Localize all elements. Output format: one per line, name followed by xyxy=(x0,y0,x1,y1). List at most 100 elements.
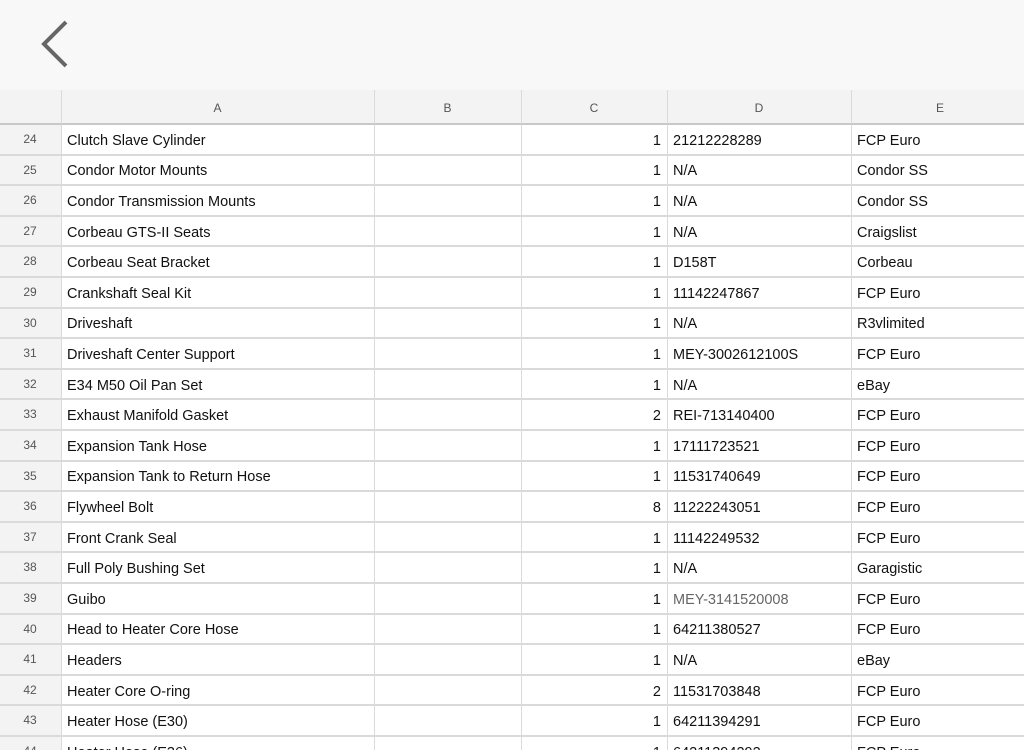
cell-source[interactable]: FCP Euro xyxy=(852,278,1024,309)
cell-name[interactable]: E34 M50 Oil Pan Set xyxy=(62,369,375,401)
row-number[interactable]: 41 xyxy=(0,645,62,676)
cell-source[interactable]: FCP Euro xyxy=(852,492,1024,523)
cell-empty[interactable] xyxy=(375,522,522,554)
cell-source[interactable]: eBay xyxy=(852,370,1024,401)
cell-qty[interactable]: 1 xyxy=(522,522,668,554)
cell-qty[interactable]: 1 xyxy=(522,645,668,676)
cell-part[interactable]: D158T xyxy=(668,247,852,278)
cell-name[interactable]: Heater Core O-ring xyxy=(62,675,375,707)
cell-name[interactable]: Front Crank Seal xyxy=(62,522,375,554)
cell-source[interactable]: FCP Euro xyxy=(852,125,1024,156)
cell-name[interactable]: Driveshaft Center Support xyxy=(62,339,375,370)
cell-empty[interactable] xyxy=(375,675,522,707)
cell-empty[interactable] xyxy=(375,339,522,370)
cell-part[interactable]: 64211394291 xyxy=(668,706,852,737)
cell-name[interactable]: Full Poly Bushing Set xyxy=(62,553,375,584)
cell-name[interactable]: Heater Hose (E30) xyxy=(62,706,375,737)
cell-source[interactable]: Corbeau xyxy=(852,247,1024,278)
cell-empty[interactable] xyxy=(375,584,522,615)
cell-source[interactable]: FCP Euro xyxy=(852,615,1024,646)
cell-part[interactable]: N/A xyxy=(668,369,852,401)
cell-part[interactable]: 21212228289 xyxy=(668,125,852,156)
row-number[interactable]: 26 xyxy=(0,186,62,217)
cell-part[interactable]: 11142249532 xyxy=(668,522,852,554)
cell-empty[interactable] xyxy=(375,216,522,248)
column-header[interactable]: A xyxy=(62,90,375,125)
cell-empty[interactable] xyxy=(375,706,522,737)
cell-name[interactable]: Expansion Tank to Return Hose xyxy=(62,461,375,493)
cell-part[interactable]: N/A xyxy=(668,308,852,340)
cell-qty[interactable]: 1 xyxy=(522,431,668,462)
cell-name[interactable]: Flywheel Bolt xyxy=(62,492,375,523)
row-number[interactable]: 35 xyxy=(0,461,62,493)
cell-part[interactable]: N/A xyxy=(668,186,852,217)
cell-source[interactable]: FCP Euro xyxy=(852,706,1024,737)
cell-source[interactable]: FCP Euro xyxy=(852,400,1024,431)
cell-qty[interactable]: 1 xyxy=(522,247,668,278)
cell-part[interactable]: MEY-3002612100S xyxy=(668,339,852,370)
row-number[interactable]: 43 xyxy=(0,706,62,737)
cell-name[interactable]: Condor Transmission Mounts xyxy=(62,186,375,217)
cell-qty[interactable]: 8 xyxy=(522,492,668,523)
cell-part[interactable]: N/A xyxy=(668,553,852,584)
cell-qty[interactable]: 1 xyxy=(522,125,668,156)
cell-qty[interactable]: 1 xyxy=(522,553,668,584)
cell-part[interactable]: 64211380527 xyxy=(668,614,852,646)
cell-name[interactable]: Corbeau Seat Bracket xyxy=(62,247,375,278)
cell-qty[interactable]: 1 xyxy=(522,216,668,248)
cell-qty[interactable]: 1 xyxy=(522,614,668,646)
cell-part[interactable]: N/A xyxy=(668,645,852,676)
cell-qty[interactable]: 1 xyxy=(522,339,668,370)
row-number[interactable]: 28 xyxy=(0,247,62,278)
row-number[interactable]: 25 xyxy=(0,155,62,187)
cell-empty[interactable] xyxy=(375,247,522,278)
row-number[interactable]: 32 xyxy=(0,369,62,401)
cell-qty[interactable]: 1 xyxy=(522,584,668,615)
cell-source[interactable]: FCP Euro xyxy=(852,676,1024,707)
cell-name[interactable]: Crankshaft Seal Kit xyxy=(62,278,375,309)
row-number[interactable]: 27 xyxy=(0,216,62,248)
row-number[interactable]: 37 xyxy=(0,522,62,554)
cell-name[interactable]: Driveshaft xyxy=(62,308,375,340)
cell-empty[interactable] xyxy=(375,155,522,187)
row-number[interactable]: 42 xyxy=(0,675,62,707)
cell-qty[interactable]: 1 xyxy=(522,706,668,737)
cell-qty[interactable]: 1 xyxy=(522,278,668,309)
cell-name[interactable]: Heater Hose (E36) xyxy=(62,737,375,750)
column-header[interactable]: B xyxy=(375,90,522,125)
cell-part[interactable]: REI-713140400 xyxy=(668,400,852,431)
cell-source[interactable]: FCP Euro xyxy=(852,431,1024,462)
cell-empty[interactable] xyxy=(375,492,522,523)
cell-qty[interactable]: 1 xyxy=(522,308,668,340)
cell-empty[interactable] xyxy=(375,125,522,156)
cell-source[interactable]: FCP Euro xyxy=(852,523,1024,554)
row-number[interactable]: 33 xyxy=(0,400,62,431)
cell-empty[interactable] xyxy=(375,308,522,340)
cell-source[interactable]: FCP Euro xyxy=(852,584,1024,615)
cell-source[interactable]: eBay xyxy=(852,645,1024,676)
cell-name[interactable]: Headers xyxy=(62,645,375,676)
row-number[interactable]: 30 xyxy=(0,308,62,340)
cell-qty[interactable]: 1 xyxy=(522,737,668,750)
cell-source[interactable]: Craigslist xyxy=(852,217,1024,248)
cell-empty[interactable] xyxy=(375,400,522,431)
cell-name[interactable]: Clutch Slave Cylinder xyxy=(62,125,375,156)
cell-source[interactable]: Condor SS xyxy=(852,156,1024,187)
cell-part[interactable]: 17111723521 xyxy=(668,431,852,462)
cell-empty[interactable] xyxy=(375,369,522,401)
cell-empty[interactable] xyxy=(375,186,522,217)
row-number[interactable]: 24 xyxy=(0,125,62,156)
cell-empty[interactable] xyxy=(375,431,522,462)
cell-name[interactable]: Condor Motor Mounts xyxy=(62,155,375,187)
cell-empty[interactable] xyxy=(375,614,522,646)
cell-part[interactable]: N/A xyxy=(668,155,852,187)
column-header[interactable]: C xyxy=(522,90,668,125)
cell-part[interactable]: 11531740649 xyxy=(668,461,852,493)
cell-name[interactable]: Exhaust Manifold Gasket xyxy=(62,400,375,431)
cell-qty[interactable]: 1 xyxy=(522,186,668,217)
row-number[interactable]: 31 xyxy=(0,339,62,370)
cell-name[interactable]: Guibo xyxy=(62,584,375,615)
cell-source[interactable]: FCP Euro xyxy=(852,462,1024,493)
row-number[interactable]: 29 xyxy=(0,278,62,309)
cell-part[interactable]: 11222243051 xyxy=(668,492,852,523)
